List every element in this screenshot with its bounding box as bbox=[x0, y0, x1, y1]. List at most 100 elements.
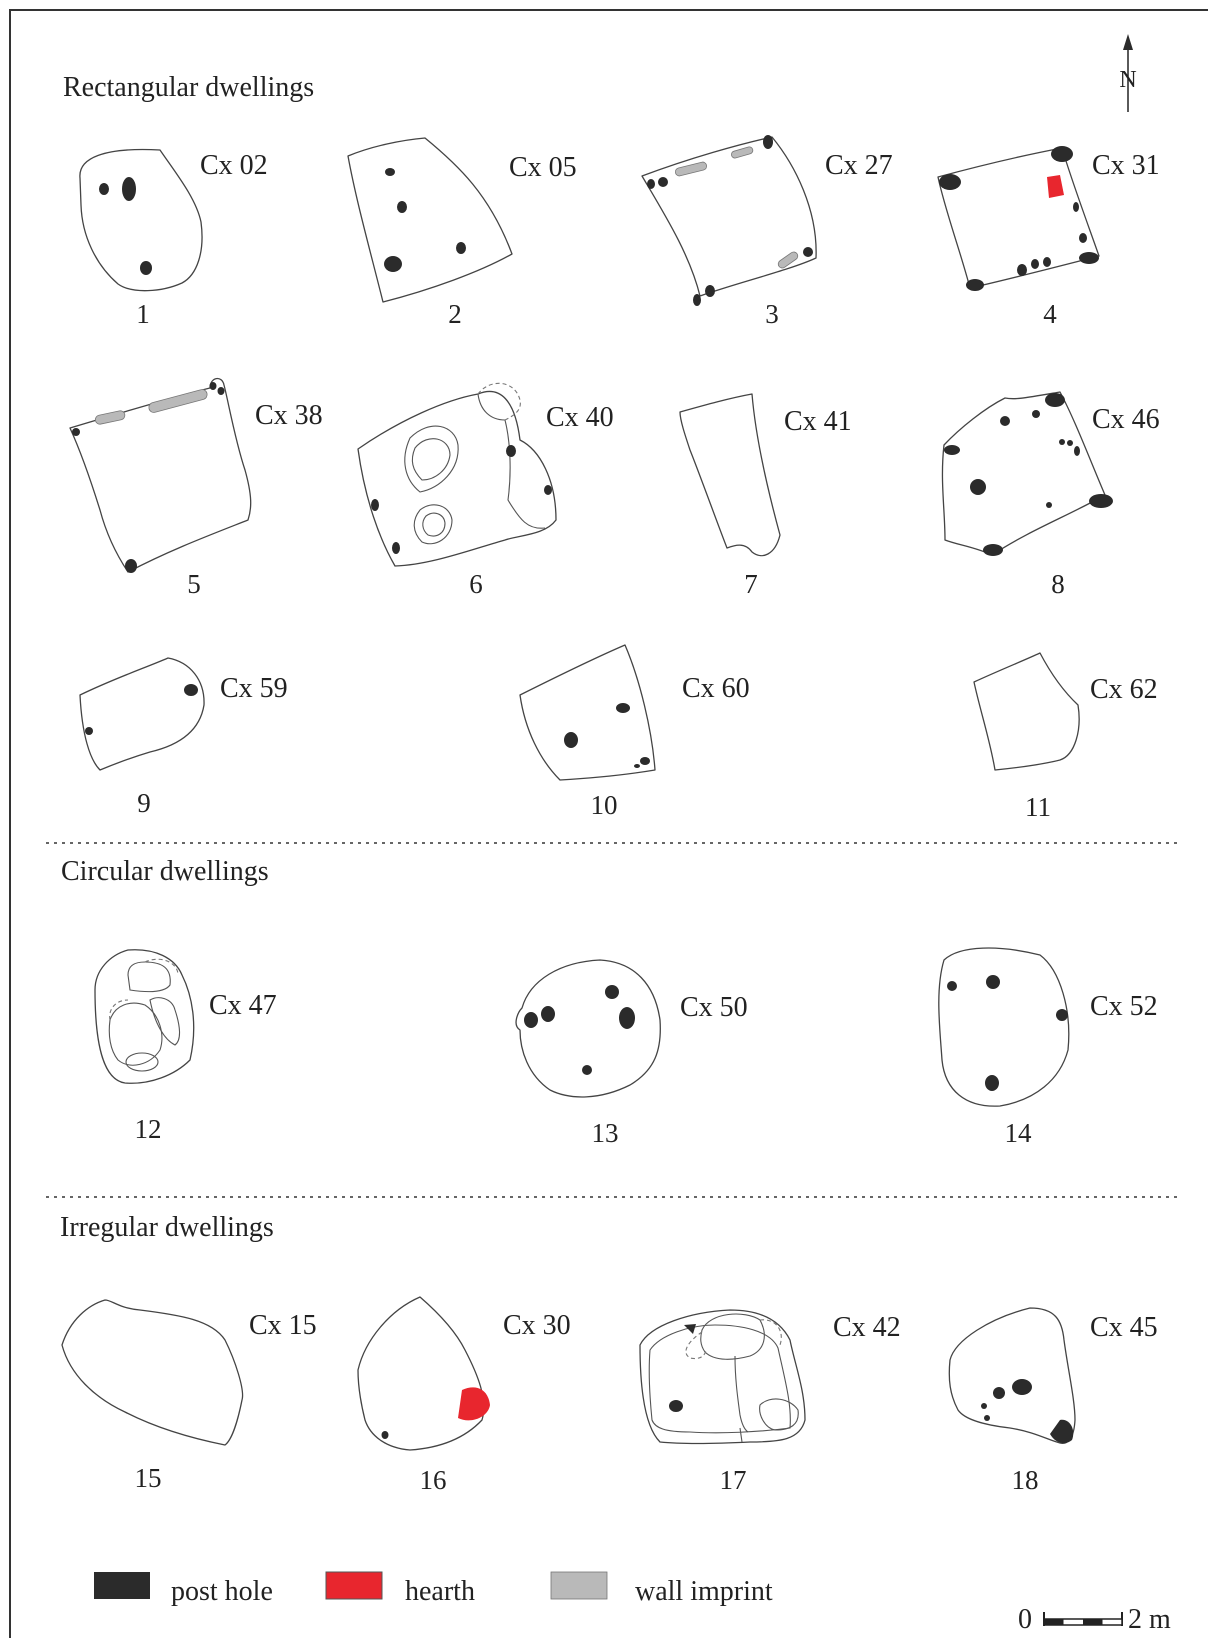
post-hole bbox=[705, 285, 715, 297]
post-hole bbox=[1017, 264, 1027, 276]
post-hole bbox=[983, 544, 1003, 556]
post-hole bbox=[1043, 257, 1051, 267]
post-hole bbox=[658, 177, 668, 187]
dwelling-outline bbox=[357, 1296, 485, 1451]
post-hole bbox=[541, 1006, 555, 1022]
post-hole bbox=[524, 1012, 538, 1028]
post-hole bbox=[397, 201, 407, 213]
post-hole bbox=[506, 445, 516, 457]
dwelling-outline bbox=[973, 652, 1080, 771]
dwelling-outline bbox=[79, 657, 205, 771]
figure-frame bbox=[9, 9, 1208, 1638]
dwelling-outline bbox=[519, 644, 656, 781]
post-hole bbox=[1079, 233, 1087, 243]
dwelling-plan: Cx 46 8 bbox=[941, 391, 1160, 599]
dwelling-number: 10 bbox=[591, 790, 618, 820]
interior-line bbox=[739, 1427, 743, 1443]
dwelling-plan: Cx 02 1 bbox=[79, 148, 268, 329]
dwelling-plan: Cx 15 15 bbox=[61, 1299, 317, 1493]
post-hole bbox=[1073, 202, 1079, 212]
post-hole bbox=[1000, 416, 1010, 426]
dwelling-number: 17 bbox=[720, 1465, 747, 1495]
dwelling-code: Cx 62 bbox=[1090, 674, 1158, 705]
dwelling-code: Cx 15 bbox=[249, 1310, 317, 1341]
pit-outline bbox=[149, 997, 181, 1046]
scale-bar-end-label: 2 m bbox=[1128, 1604, 1171, 1635]
hearth bbox=[458, 1387, 490, 1421]
legend-label-post-hole: post hole bbox=[171, 1576, 273, 1607]
post-hole bbox=[985, 1075, 999, 1091]
post-hole bbox=[392, 542, 400, 554]
interior-line bbox=[734, 1355, 749, 1433]
dwelling-code: Cx 42 bbox=[833, 1312, 901, 1343]
post-hole bbox=[1051, 146, 1073, 162]
dwelling-plan: Cx 52 14 bbox=[938, 947, 1158, 1148]
north-arrow: N bbox=[1119, 34, 1137, 112]
post-hole bbox=[616, 703, 630, 713]
scale-bar-start-label: 0 bbox=[1018, 1604, 1032, 1635]
dashed-extension bbox=[685, 1331, 707, 1360]
wall-imprint bbox=[94, 410, 126, 425]
dwelling-plan: Cx 60 10 bbox=[519, 644, 750, 820]
post-hole bbox=[140, 261, 152, 275]
legend-label-hearth: hearth bbox=[405, 1576, 475, 1607]
post-hole bbox=[947, 981, 957, 991]
legend: post hole hearth wall imprint bbox=[94, 1571, 773, 1607]
post-hole bbox=[381, 1431, 389, 1439]
dwelling-code: Cx 47 bbox=[209, 990, 277, 1021]
pit-outline bbox=[125, 1052, 159, 1072]
dwelling-number: 4 bbox=[1043, 299, 1057, 329]
dwelling-outline bbox=[515, 959, 661, 1098]
dwelling-code: Cx 40 bbox=[546, 402, 614, 433]
post-hole bbox=[217, 387, 225, 395]
dwelling-plan: Cx 27 3 bbox=[641, 135, 893, 329]
post-hole bbox=[1089, 494, 1113, 508]
post-hole bbox=[1032, 410, 1040, 418]
dashed-extension bbox=[144, 958, 179, 976]
dwelling-number: 18 bbox=[1012, 1465, 1039, 1495]
post-hole bbox=[986, 975, 1000, 989]
post-hole bbox=[125, 559, 137, 573]
post-hole bbox=[544, 485, 552, 495]
dwelling-outline bbox=[639, 1309, 806, 1445]
dwelling-outline bbox=[948, 1307, 1076, 1444]
post-hole bbox=[763, 135, 773, 149]
north-label: N bbox=[1119, 67, 1136, 93]
post-hole bbox=[693, 294, 701, 306]
dwelling-code: Cx 02 bbox=[200, 150, 268, 181]
dwelling-outline bbox=[69, 377, 252, 573]
dwelling-code: Cx 52 bbox=[1090, 991, 1158, 1022]
dwelling-outline bbox=[94, 949, 195, 1084]
legend-swatch-wall-imprint bbox=[550, 1571, 608, 1600]
dwelling-code: Cx 05 bbox=[509, 152, 577, 183]
pit-outline bbox=[700, 1313, 765, 1360]
pit-outline bbox=[759, 1398, 799, 1431]
post-hole bbox=[944, 445, 960, 455]
dwelling-plan: Cx 31 4 bbox=[937, 146, 1160, 329]
dwelling-number: 7 bbox=[744, 569, 758, 599]
post-hole bbox=[647, 179, 655, 189]
dwelling-code: Cx 27 bbox=[825, 150, 893, 181]
dwelling-outline bbox=[347, 137, 513, 303]
dwelling-number: 12 bbox=[135, 1114, 162, 1144]
post-hole bbox=[981, 1403, 987, 1409]
dwelling-plan: Cx 05 2 bbox=[347, 137, 577, 329]
dwelling-plan: Cx 45 18 bbox=[948, 1307, 1158, 1495]
dwelling-number: 16 bbox=[420, 1465, 447, 1495]
post-hole bbox=[564, 732, 578, 748]
post-hole bbox=[184, 684, 198, 696]
dwelling-plan: Cx 42 17 bbox=[639, 1309, 901, 1495]
post-hole bbox=[1045, 393, 1065, 407]
post-hole bbox=[1056, 1009, 1068, 1021]
dwelling-outline bbox=[357, 390, 557, 567]
post-hole bbox=[605, 985, 619, 999]
post-hole bbox=[966, 279, 984, 291]
dwelling-number: 13 bbox=[592, 1118, 619, 1148]
post-hole bbox=[122, 177, 136, 201]
dwelling-number: 2 bbox=[448, 299, 462, 329]
scale-bar-segment bbox=[1044, 1619, 1064, 1625]
dwelling-plan: Cx 59 9 bbox=[79, 657, 288, 818]
post-hole bbox=[209, 382, 217, 390]
post-hole bbox=[1059, 439, 1065, 445]
